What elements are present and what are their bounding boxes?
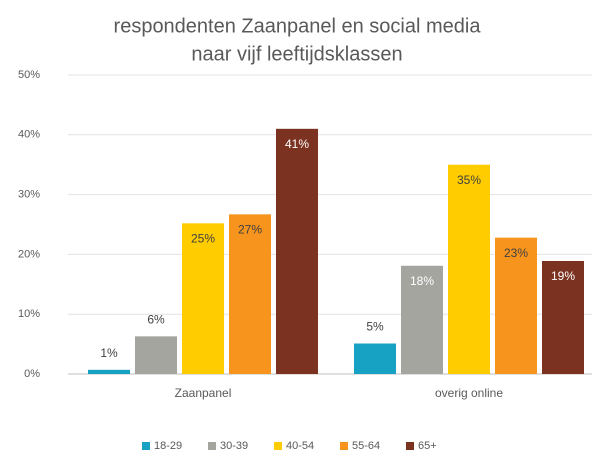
bar	[354, 343, 396, 374]
bar	[495, 237, 537, 374]
value-label: 41%	[285, 137, 309, 151]
value-label: 35%	[457, 173, 481, 187]
y-tick-label: 0%	[24, 368, 40, 380]
value-label: 19%	[551, 269, 575, 283]
bar	[401, 265, 443, 374]
value-label: 18%	[410, 274, 434, 288]
value-label: 5%	[366, 320, 384, 334]
chart-title: respondenten Zaanpanel en social media	[114, 15, 482, 37]
y-tick-label: 40%	[18, 129, 40, 141]
bar	[276, 128, 318, 374]
legend-label: 18-29	[154, 440, 182, 452]
legend-swatch	[406, 442, 414, 450]
value-label: 6%	[147, 312, 165, 326]
value-label: 23%	[504, 246, 528, 260]
y-tick-label: 20%	[18, 248, 40, 260]
legend-swatch	[340, 442, 348, 450]
legend-label: 40-54	[286, 440, 314, 452]
y-tick-label: 50%	[18, 69, 40, 81]
x-tick-label: overig online	[435, 386, 503, 400]
bar	[229, 214, 271, 374]
bar	[182, 223, 224, 374]
y-tick-label: 10%	[18, 308, 40, 320]
legend-label: 55-64	[352, 440, 380, 452]
value-label: 1%	[100, 346, 118, 360]
value-label: 27%	[238, 223, 262, 237]
bar	[448, 164, 490, 374]
y-tick-label: 30%	[18, 189, 40, 201]
x-tick-label: Zaanpanel	[175, 386, 232, 400]
bar	[135, 336, 177, 374]
legend-swatch	[142, 442, 150, 450]
bar	[542, 260, 584, 374]
legend-swatch	[274, 442, 282, 450]
value-label: 25%	[191, 231, 215, 245]
legend-swatch	[208, 442, 216, 450]
legend-label: 30-39	[220, 440, 248, 452]
bar	[88, 369, 130, 374]
chart-title: naar vijf leeftijdsklassen	[191, 43, 402, 65]
legend-label: 65+	[418, 440, 437, 452]
